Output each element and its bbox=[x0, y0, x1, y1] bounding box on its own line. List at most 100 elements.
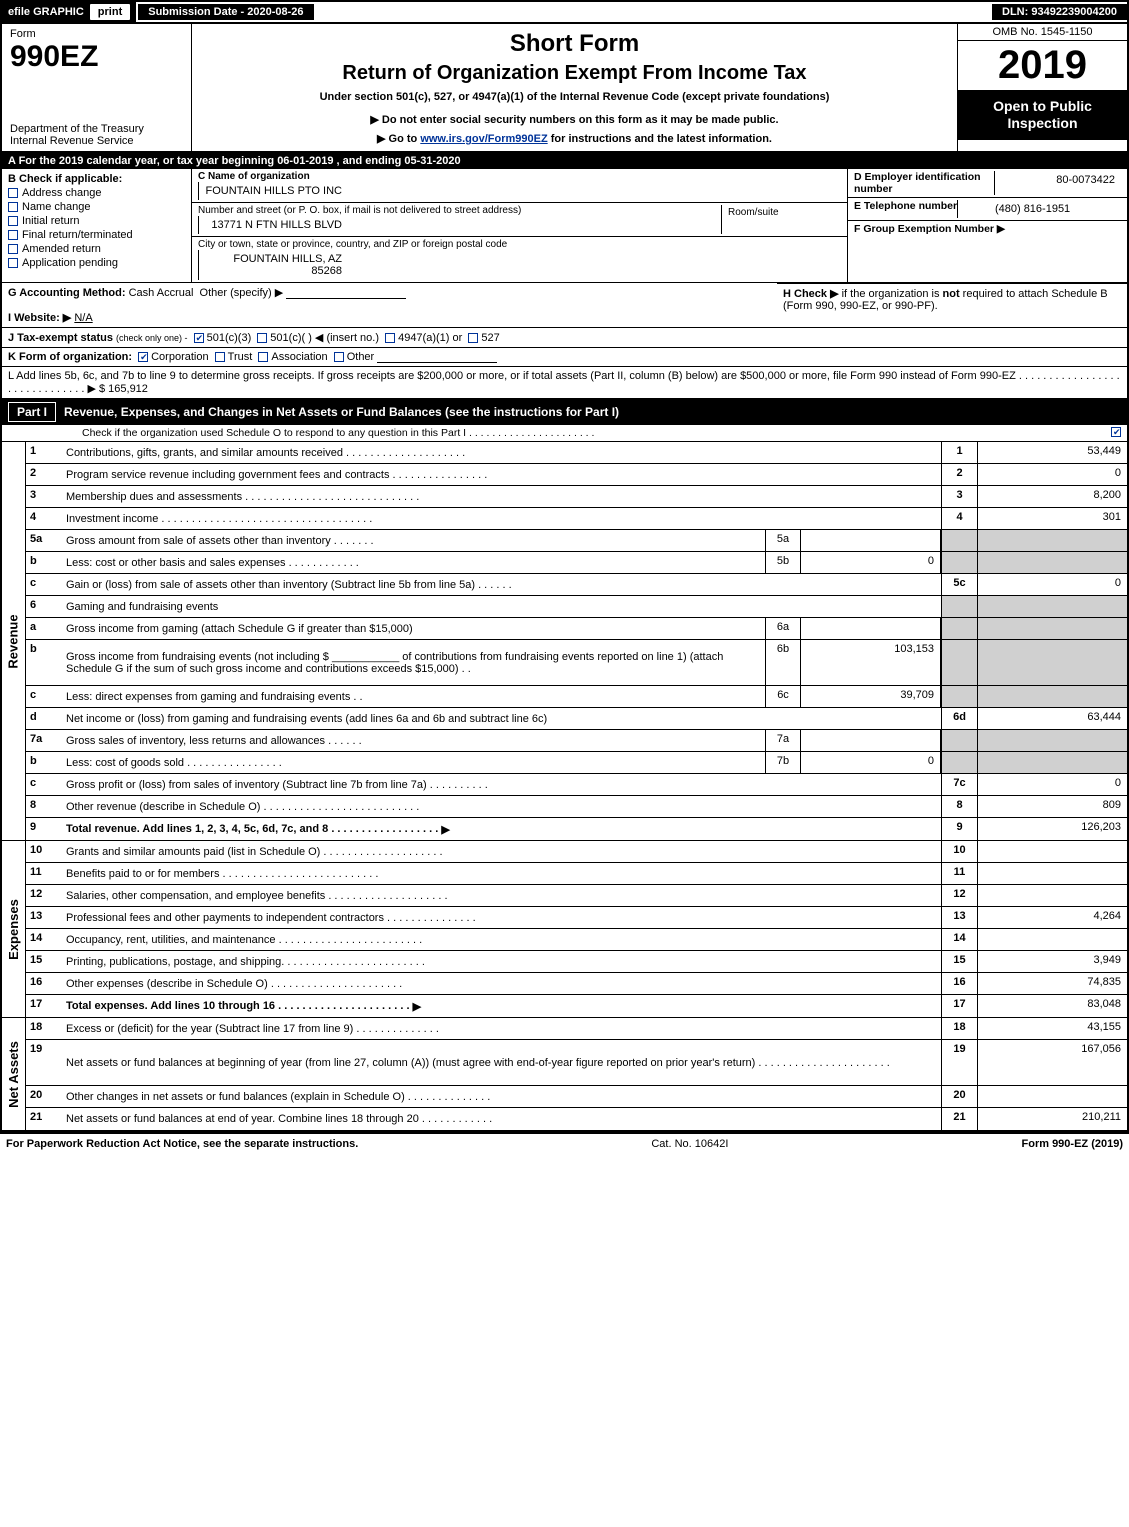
j-501c3-cb[interactable] bbox=[194, 333, 204, 343]
row-num: b bbox=[26, 640, 62, 685]
form-subtitle: Under section 501(c), 527, or 4947(a)(1)… bbox=[204, 91, 945, 103]
row-desc: Total expenses. Add lines 10 through 16 … bbox=[62, 995, 941, 1017]
row-value: 301 bbox=[977, 508, 1127, 529]
row-num: d bbox=[26, 708, 62, 729]
b-checkbox[interactable] bbox=[8, 230, 18, 240]
l-val: 165,912 bbox=[108, 383, 148, 395]
org-city: FOUNTAIN HILLS, AZ 85268 bbox=[198, 250, 348, 280]
footer-left: For Paperwork Reduction Act Notice, see … bbox=[6, 1138, 358, 1150]
website: N/A bbox=[74, 312, 92, 324]
org-addr: 13771 N FTN HILLS BLVD bbox=[198, 216, 348, 234]
table-row: 4Investment income . . . . . . . . . . .… bbox=[26, 508, 1127, 530]
table-row: 20Other changes in net assets or fund ba… bbox=[26, 1086, 1127, 1108]
row-value: 210,211 bbox=[977, 1108, 1127, 1130]
dept1: Department of the Treasury bbox=[10, 123, 183, 135]
row-value: 3,949 bbox=[977, 951, 1127, 972]
row-value bbox=[977, 618, 1127, 639]
irs-link[interactable]: www.irs.gov/Form990EZ bbox=[420, 133, 547, 145]
d-tel-row: E Telephone number (480) 816-1951 bbox=[848, 198, 1127, 221]
j-4947-cb[interactable] bbox=[385, 333, 395, 343]
b-checkbox[interactable] bbox=[8, 244, 18, 254]
j-o4: 527 bbox=[481, 332, 499, 344]
row-value: 4,264 bbox=[977, 907, 1127, 928]
ein: 80-0073422 bbox=[994, 171, 1121, 195]
line-number: 9 bbox=[941, 818, 977, 840]
line-number: 14 bbox=[941, 929, 977, 950]
b-checkbox[interactable] bbox=[8, 202, 18, 212]
g-cash: Cash bbox=[129, 287, 155, 299]
header-center: Short Form Return of Organization Exempt… bbox=[192, 24, 957, 151]
table-row: 15Printing, publications, postage, and s… bbox=[26, 951, 1127, 973]
omb: OMB No. 1545-1150 bbox=[958, 24, 1127, 41]
row-value: 126,203 bbox=[977, 818, 1127, 840]
net-rows: 18Excess or (deficit) for the year (Subt… bbox=[26, 1018, 1127, 1130]
line-number bbox=[941, 730, 977, 751]
b-checkbox[interactable] bbox=[8, 188, 18, 198]
k-assoc-cb[interactable] bbox=[258, 352, 268, 362]
row-num: c bbox=[26, 774, 62, 795]
k-trust-cb[interactable] bbox=[215, 352, 225, 362]
part1-checkbox[interactable] bbox=[1111, 427, 1121, 437]
row-desc: Membership dues and assessments . . . . … bbox=[62, 486, 941, 507]
k-o1: Corporation bbox=[151, 351, 208, 363]
row-num: 2 bbox=[26, 464, 62, 485]
line-g: G Accounting Method: Cash Accrual Other … bbox=[2, 283, 777, 327]
table-row: 7aGross sales of inventory, less returns… bbox=[26, 730, 1127, 752]
line-number: 10 bbox=[941, 841, 977, 862]
j-501c-cb[interactable] bbox=[257, 333, 267, 343]
row-value bbox=[977, 885, 1127, 906]
line-number bbox=[941, 686, 977, 707]
row-desc: Net assets or fund balances at end of ye… bbox=[62, 1108, 941, 1130]
row-value bbox=[977, 640, 1127, 685]
print-button[interactable]: print bbox=[90, 4, 130, 20]
line-number: 16 bbox=[941, 973, 977, 994]
line-number: 6d bbox=[941, 708, 977, 729]
line-number: 13 bbox=[941, 907, 977, 928]
b-checkbox[interactable] bbox=[8, 216, 18, 226]
b-header: B Check if applicable: bbox=[8, 173, 185, 185]
table-row: 9Total revenue. Add lines 1, 2, 3, 4, 5c… bbox=[26, 818, 1127, 840]
b-item: Final return/terminated bbox=[8, 229, 185, 241]
part1-header: Part I Revenue, Expenses, and Changes in… bbox=[2, 399, 1127, 425]
c-addr-row: Number and street (or P. O. box, if mail… bbox=[192, 203, 847, 237]
note2-post: for instructions and the latest informat… bbox=[548, 133, 772, 145]
expenses-sidelabel: Expenses bbox=[2, 841, 26, 1017]
k-other-cb[interactable] bbox=[334, 352, 344, 362]
g-other-blank[interactable] bbox=[286, 287, 406, 299]
row-desc: Benefits paid to or for members . . . . … bbox=[62, 863, 941, 884]
row-desc: Gain or (loss) from sale of assets other… bbox=[62, 574, 941, 595]
table-row: 17Total expenses. Add lines 10 through 1… bbox=[26, 995, 1127, 1017]
line-number: 7c bbox=[941, 774, 977, 795]
block-b: B Check if applicable: Address changeNam… bbox=[2, 169, 192, 282]
line-number: 12 bbox=[941, 885, 977, 906]
table-row: bLess: cost of goods sold . . . . . . . … bbox=[26, 752, 1127, 774]
h-not: not bbox=[943, 288, 960, 300]
table-row: 16Other expenses (describe in Schedule O… bbox=[26, 973, 1127, 995]
j-527-cb[interactable] bbox=[468, 333, 478, 343]
mid-value bbox=[801, 530, 941, 551]
row-desc: Less: cost or other basis and sales expe… bbox=[62, 552, 765, 573]
table-row: 5aGross amount from sale of assets other… bbox=[26, 530, 1127, 552]
row-desc: Investment income . . . . . . . . . . . … bbox=[62, 508, 941, 529]
k-corp-cb[interactable] bbox=[138, 352, 148, 362]
line-number: 5c bbox=[941, 574, 977, 595]
line-k: K Form of organization: Corporation Trus… bbox=[2, 348, 1127, 367]
b-checkbox[interactable] bbox=[8, 258, 18, 268]
row-desc: Excess or (deficit) for the year (Subtra… bbox=[62, 1018, 941, 1039]
h-text2: if the organization is bbox=[842, 288, 943, 300]
line-number: 1 bbox=[941, 442, 977, 463]
form-container: efile GRAPHIC print Submission Date - 20… bbox=[0, 0, 1129, 1134]
mid-linenum: 5a bbox=[765, 530, 801, 551]
line-number bbox=[941, 552, 977, 573]
b-item: Application pending bbox=[8, 257, 185, 269]
header-left: Form 990EZ Department of the Treasury In… bbox=[2, 24, 192, 151]
line-l: L Add lines 5b, 6c, and 7b to line 9 to … bbox=[2, 367, 1127, 399]
row-desc: Program service revenue including govern… bbox=[62, 464, 941, 485]
revenue-section: Revenue 1Contributions, gifts, grants, a… bbox=[2, 442, 1127, 841]
row-value bbox=[977, 929, 1127, 950]
table-row: bLess: cost or other basis and sales exp… bbox=[26, 552, 1127, 574]
row-value bbox=[977, 552, 1127, 573]
tel: (480) 816-1951 bbox=[957, 200, 1107, 218]
mid-value: 39,709 bbox=[801, 686, 941, 707]
k-other-blank[interactable] bbox=[377, 351, 497, 363]
